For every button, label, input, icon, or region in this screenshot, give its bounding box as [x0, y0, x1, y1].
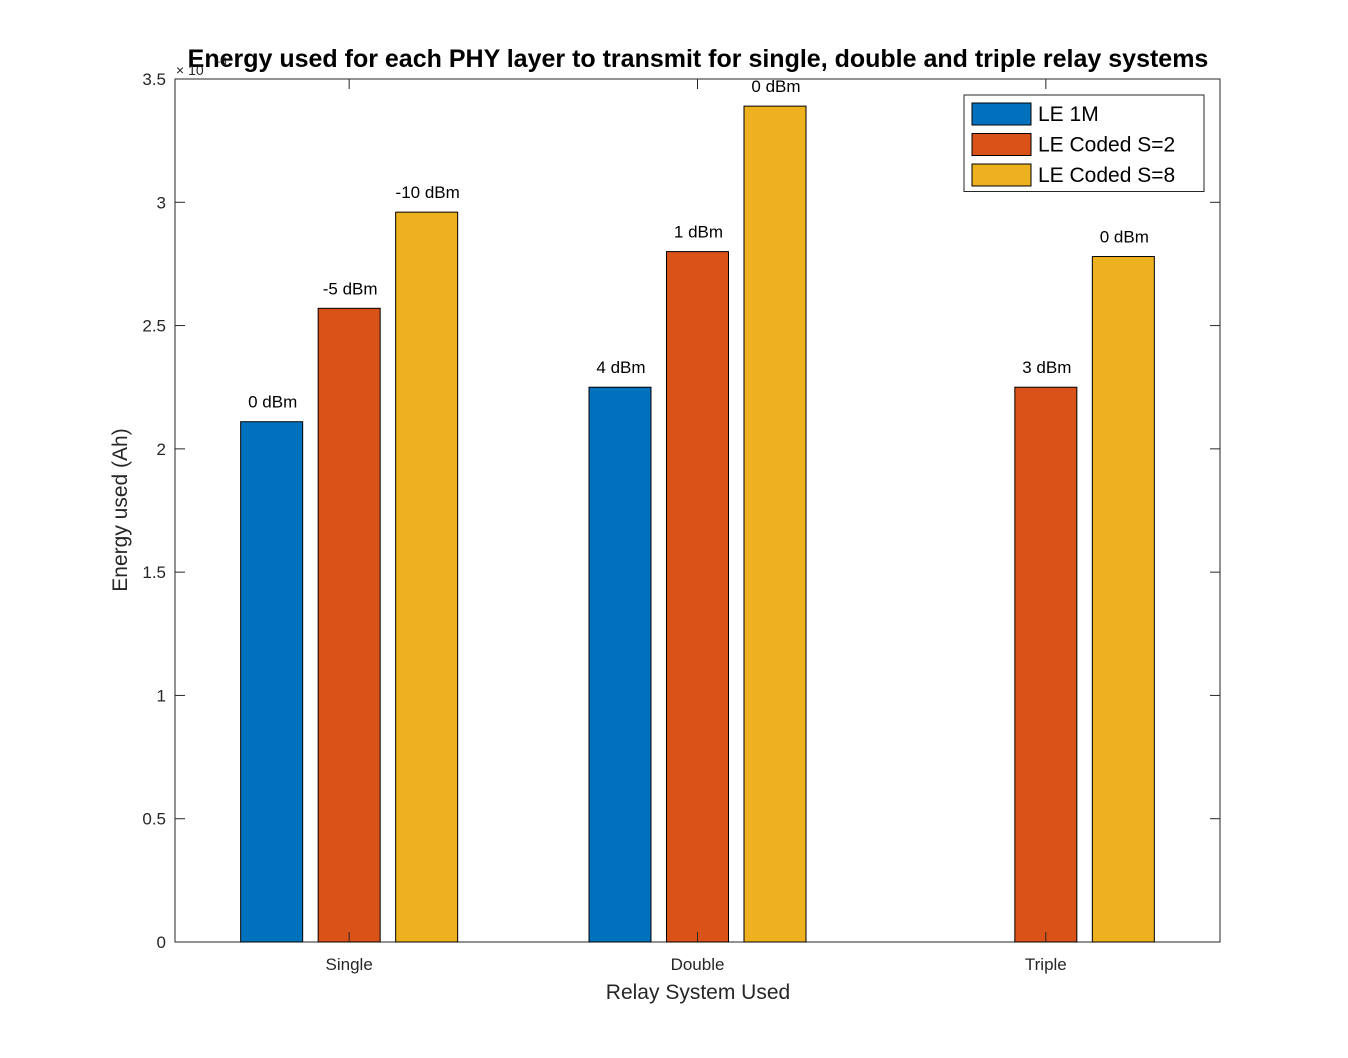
y-tick-label: 1	[157, 686, 166, 705]
y-tick-label: 0.5	[142, 810, 166, 829]
y-tick-label: 1.5	[142, 563, 166, 582]
bar-le-coded-s-8-single	[395, 211, 459, 943]
y-axis-label: Energy used (Ah)	[109, 428, 132, 591]
y-tick-label: 3.5	[142, 70, 166, 89]
bar-le-coded-s-2-single	[317, 307, 381, 943]
legend: LE 1M LE Coded S=2 LE Coded S=8	[963, 94, 1205, 192]
x-axis-label: Relay System Used	[606, 981, 790, 1004]
x-axis: Single Double Triple	[326, 79, 1067, 974]
legend-entry-label: LE 1M	[1038, 103, 1099, 126]
legend-swatch	[971, 102, 1032, 126]
x-tick-label: Single	[326, 955, 373, 974]
bar-labels-group: 0 dBm 4 dBm -5 dBm 1 dBm 3 dBm -10 dBm 0 dBm 0 …	[248, 77, 1149, 412]
bar-le-coded-s-8-double	[743, 105, 807, 943]
x-tick-label: Double	[671, 955, 725, 974]
legend-entry-label: LE Coded S=8	[1038, 164, 1175, 187]
bar-data-label: 0 dBm	[1100, 228, 1149, 247]
bar-data-label: 0 dBm	[248, 393, 297, 412]
bar-data-label: 4 dBm	[596, 358, 645, 377]
x-tick-label: Triple	[1025, 955, 1067, 974]
bar-le-coded-s-2-triple	[1014, 386, 1078, 943]
bar-data-label: 1 dBm	[674, 223, 723, 242]
legend-swatch	[971, 163, 1032, 187]
bar-le-1m-double	[588, 386, 652, 943]
chart-title: Energy used for each PHY layer to transm…	[188, 45, 1209, 73]
bar-le-1m-single	[240, 421, 304, 943]
bar-data-label: 0 dBm	[751, 77, 800, 96]
legend-entry-label: LE Coded S=2	[1038, 134, 1175, 157]
y-axis: 0 0.5 1 1.5 2 2.5 3 3.5	[142, 70, 1220, 952]
y-exponent-label: × 10 -5	[176, 56, 227, 78]
y-tick-label: 3	[157, 193, 166, 212]
y-tick-label: 2.5	[142, 317, 166, 336]
bar-data-label: 3 dBm	[1022, 358, 1071, 377]
y-tick-label: 2	[157, 440, 166, 459]
y-exponent-base: × 10	[176, 62, 204, 78]
bar-le-coded-s-2-double	[666, 251, 729, 943]
legend-swatch	[971, 133, 1032, 156]
y-tick-label: 0	[157, 933, 166, 952]
bar-data-label: -5 dBm	[323, 279, 378, 298]
bars-group	[240, 105, 1155, 943]
y-exponent-power: -5	[217, 56, 227, 68]
bar-le-coded-s-8-triple	[1091, 256, 1155, 943]
bar-data-label: -10 dBm	[396, 183, 460, 202]
